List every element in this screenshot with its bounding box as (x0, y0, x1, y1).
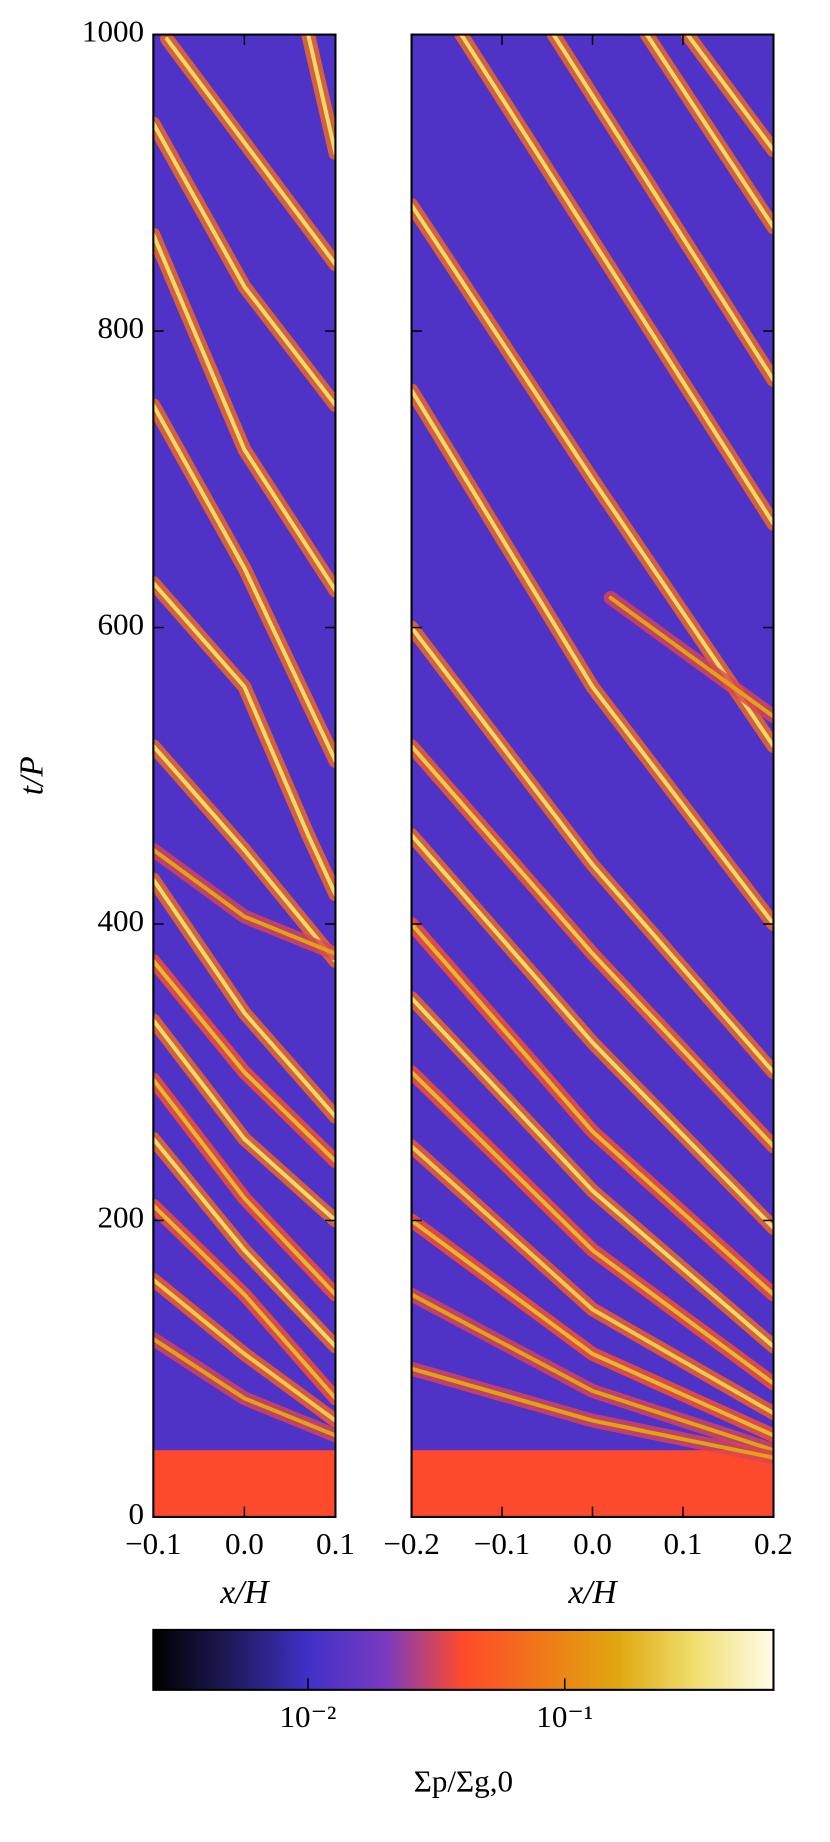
x-tick-label: 0.1 (664, 1526, 703, 1561)
y-tick-label: 200 (97, 1200, 144, 1235)
y-axis-label: t/P (13, 756, 50, 795)
filament (459, 34, 774, 526)
filament (153, 1337, 336, 1438)
filament (411, 388, 774, 927)
filament (153, 847, 336, 956)
x-tick-label: −0.1 (474, 1526, 530, 1561)
colorbar (152, 1628, 775, 1691)
x-tick-label: 0.1 (316, 1526, 355, 1561)
filament (153, 744, 336, 964)
filament (411, 1366, 774, 1460)
filament (644, 34, 774, 230)
colorbar-label: Σp/Σg,0 (414, 1764, 513, 1799)
heatmap (153, 34, 336, 1517)
filament (411, 1144, 774, 1416)
filament (411, 744, 774, 1149)
filament (153, 1077, 336, 1297)
base-layer (411, 1450, 774, 1517)
filament (153, 581, 336, 897)
filament (411, 203, 774, 749)
filament (164, 37, 336, 267)
heatmap (411, 34, 774, 1517)
filament (153, 959, 336, 1164)
filament (411, 921, 774, 1297)
x-tick-label: 0.2 (754, 1526, 793, 1561)
filament (153, 877, 336, 1119)
filament (153, 1018, 336, 1223)
x-tick-label: 0.0 (225, 1526, 264, 1561)
colorbar-tick-label: 10⁻¹ (536, 1699, 593, 1734)
filament (153, 1136, 336, 1349)
x-axis-label: x/H (219, 1574, 270, 1611)
x-axis-label: x/H (567, 1574, 618, 1611)
y-tick-label: 0 (129, 1496, 145, 1531)
colorbar-tick-label: 10⁻² (280, 1699, 337, 1734)
filament (411, 833, 774, 1230)
x-tick-label: −0.2 (383, 1526, 439, 1561)
filament (411, 1292, 774, 1453)
filament (153, 1203, 336, 1401)
filament (551, 34, 774, 382)
y-tick-label: 400 (97, 903, 144, 938)
filament (306, 34, 336, 156)
filament (153, 403, 336, 763)
filament (411, 1070, 774, 1386)
filament (411, 1218, 774, 1438)
y-tick-label: 600 (97, 607, 144, 642)
x-tick-label: −0.1 (125, 1526, 181, 1561)
filament (411, 996, 774, 1349)
y-tick-label: 1000 (82, 14, 144, 49)
x-tick-label: 0.0 (573, 1526, 612, 1561)
filament (153, 232, 336, 593)
filament (153, 121, 336, 408)
base-layer (153, 1450, 336, 1517)
filament (153, 1277, 336, 1423)
y-tick-label: 800 (97, 310, 144, 345)
filament (608, 595, 774, 719)
filament (411, 625, 774, 1075)
filament (685, 34, 774, 153)
